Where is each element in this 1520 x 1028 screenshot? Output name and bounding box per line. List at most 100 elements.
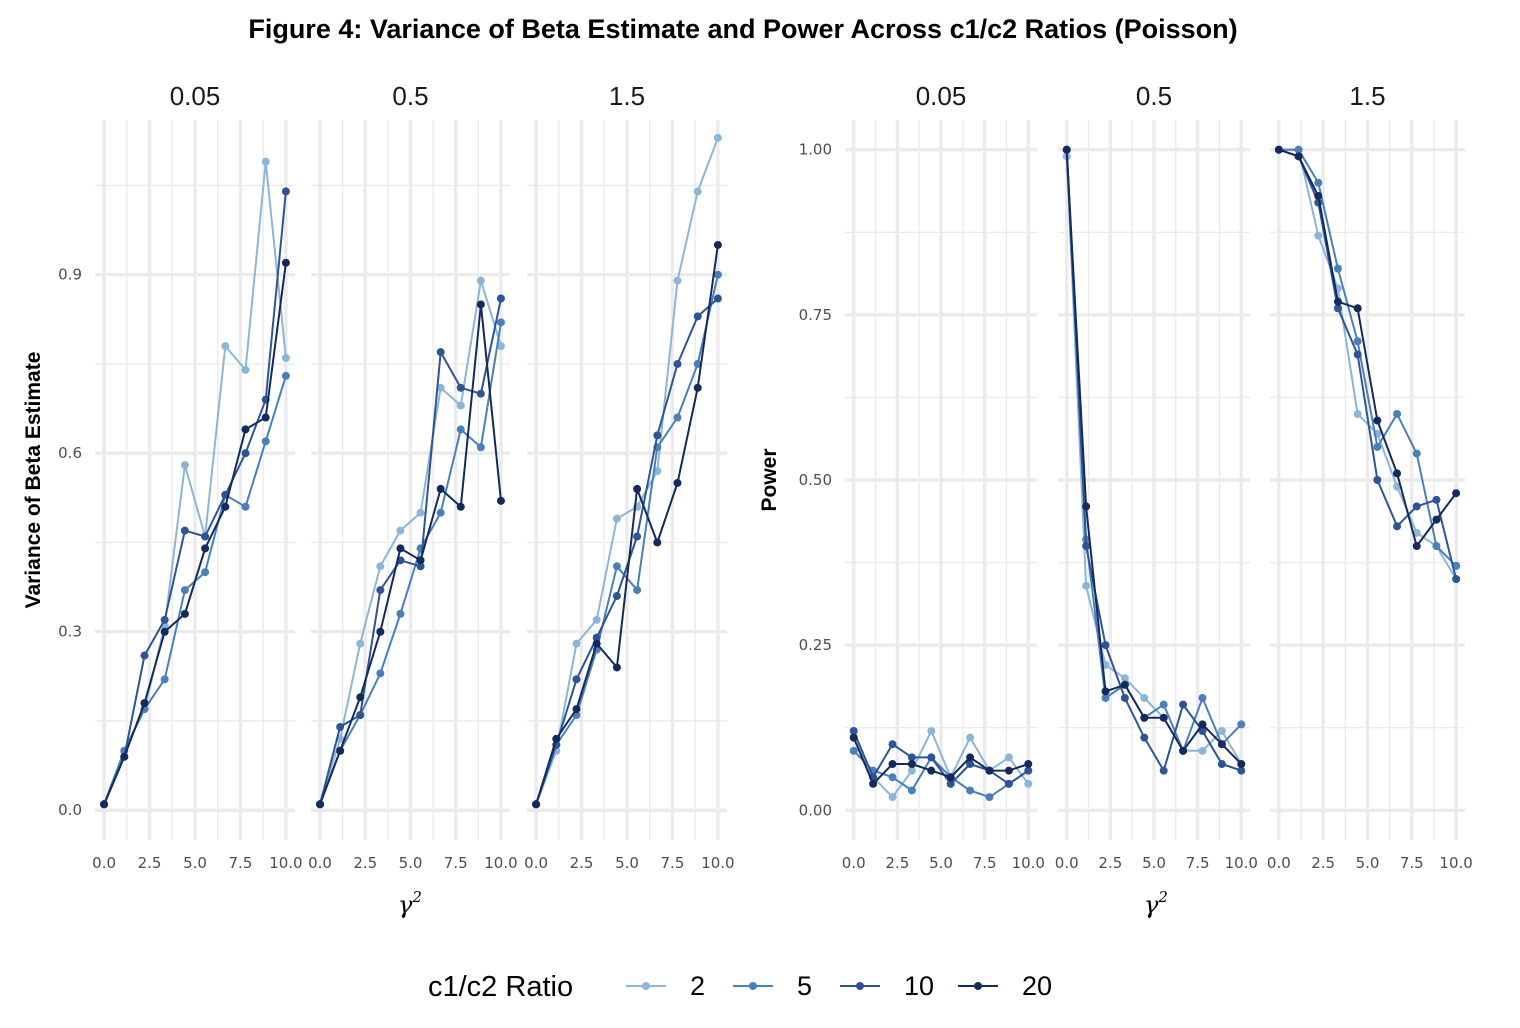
data-point-10 [1082, 542, 1091, 551]
data-point-20 [572, 705, 581, 714]
data-point-10 [1353, 350, 1362, 359]
data-point-2 [476, 276, 485, 285]
data-point-20 [1217, 740, 1226, 749]
data-point-20 [1353, 304, 1362, 313]
data-point-20 [180, 609, 189, 618]
facet-label: 0.5 [392, 81, 428, 111]
data-point-2 [1393, 482, 1402, 491]
data-point-2 [1140, 693, 1149, 702]
data-point-2 [1353, 409, 1362, 418]
x-tick-label: 2.5 [1311, 854, 1335, 872]
data-point-5 [201, 568, 210, 577]
x-tick-label: 2.5 [885, 854, 909, 872]
data-point-5 [396, 609, 405, 618]
series-line-20 [535, 244, 719, 805]
x-tick-label: 5.0 [1142, 854, 1166, 872]
data-point-5 [713, 270, 722, 279]
data-point-10 [1024, 766, 1033, 775]
data-point-2 [673, 276, 682, 285]
data-point-20 [1198, 720, 1207, 729]
data-point-10 [281, 187, 290, 196]
data-point-5 [1159, 700, 1168, 709]
data-point-20 [1237, 760, 1246, 769]
data-point-5 [907, 786, 916, 795]
data-point-20 [1004, 766, 1013, 775]
x-tick-label: 0.0 [1055, 854, 1079, 872]
data-point-10 [376, 586, 385, 595]
series-line-2 [852, 730, 1030, 799]
data-point-20 [633, 484, 642, 493]
data-point-5 [693, 359, 702, 368]
data-point-2 [496, 342, 505, 351]
data-point-5 [1314, 178, 1323, 187]
x-tick-label: 5.0 [183, 854, 207, 872]
data-point-5 [1198, 693, 1207, 702]
series-line-2 [319, 279, 502, 805]
data-point-20 [1179, 746, 1188, 755]
x-tick-label: 5.0 [1356, 854, 1380, 872]
data-point-20 [1101, 687, 1110, 696]
data-point-20 [693, 383, 702, 392]
y-axis-title: Variance of Beta Estimate [22, 352, 45, 609]
series-line-5 [1065, 149, 1243, 752]
x-tick-label: 10.0 [1012, 854, 1045, 872]
data-point-5 [241, 502, 250, 511]
data-point-10 [1217, 760, 1226, 769]
data-point-10 [1179, 700, 1188, 709]
x-tick-label: 10.0 [269, 854, 302, 872]
data-point-20 [1333, 297, 1342, 306]
data-point-5 [476, 443, 485, 452]
x-tick-label: 7.5 [973, 854, 997, 872]
data-point-20 [1393, 469, 1402, 478]
facet-panel-0.05: 0.05 0.0 2.5 5.0 7.5 10.0 [92, 81, 302, 872]
legend: c1/c2 Ratio 2 5 10 20 [428, 971, 1052, 1003]
data-point-10 [356, 711, 365, 720]
data-point-20 [927, 766, 936, 775]
data-point-5 [1353, 337, 1362, 346]
data-point-20 [476, 300, 485, 309]
x-tick-label: 10.0 [1439, 854, 1472, 872]
data-point-20 [1412, 542, 1421, 551]
data-point-20 [1062, 145, 1071, 154]
facet-panel-0.5: 0.5 0.0 2.5 5.0 7.5 10.0 [308, 81, 518, 872]
data-point-10 [1159, 766, 1168, 775]
data-point-10 [1120, 693, 1129, 702]
data-point-20 [120, 752, 129, 761]
data-point-20 [653, 538, 662, 547]
data-point-20 [713, 240, 722, 249]
facet-panel-0.5: 0.5 0.0 2.5 5.0 7.5 10.0 [1055, 81, 1258, 872]
y-tick-label: 0.3 [58, 623, 82, 641]
data-point-10 [572, 675, 581, 684]
y-tick-label: 0.9 [58, 266, 82, 284]
data-point-5 [456, 425, 465, 434]
data-point-2 [396, 526, 405, 535]
data-point-10 [1333, 304, 1342, 313]
data-point-5 [966, 786, 975, 795]
data-point-2 [966, 733, 975, 742]
series-line-10 [535, 297, 719, 805]
data-point-20 [869, 779, 878, 788]
facet-label: 1.5 [1349, 81, 1385, 111]
data-point-2 [888, 793, 897, 802]
data-point-2 [416, 508, 425, 517]
data-point-5 [281, 371, 290, 380]
data-point-2 [241, 365, 250, 374]
data-point-10 [713, 294, 722, 303]
data-point-10 [966, 760, 975, 769]
x-tick-label: 7.5 [1186, 854, 1210, 872]
data-point-2 [1314, 231, 1323, 240]
x-tick-label: 0.0 [524, 854, 548, 872]
data-point-20 [1120, 680, 1129, 689]
data-point-20 [1314, 191, 1323, 200]
series-line-20 [319, 303, 502, 805]
data-point-10 [1373, 476, 1382, 484]
data-point-5 [1373, 442, 1382, 451]
data-point-5 [849, 746, 858, 755]
data-point-20 [376, 627, 385, 636]
series-line-10 [852, 730, 1029, 785]
data-point-10 [436, 348, 445, 357]
data-point-10 [1432, 495, 1441, 504]
data-point-10 [612, 592, 621, 601]
data-point-2 [1217, 727, 1226, 736]
